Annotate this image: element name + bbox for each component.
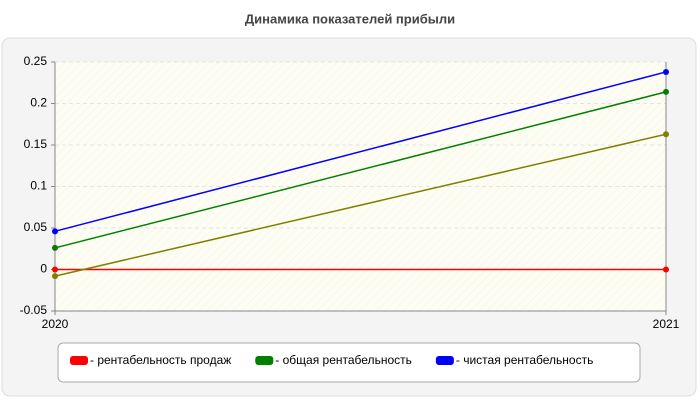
legend-swatch xyxy=(70,356,88,365)
chart-title: Динамика показателей прибыли xyxy=(245,11,455,26)
y-tick-label: 0.15 xyxy=(24,137,48,151)
point xyxy=(52,244,58,251)
legend-label: - чистая рентабельность xyxy=(456,353,593,367)
legend xyxy=(57,342,641,383)
y-tick-label: 0 xyxy=(40,262,47,276)
y-tick-label: 0.2 xyxy=(30,96,47,110)
series-line xyxy=(54,91,667,249)
point xyxy=(52,228,58,235)
series-line xyxy=(54,133,667,277)
legend-label: - общая рентабельность xyxy=(275,353,412,367)
y-tick-label: 0.25 xyxy=(24,54,48,68)
legend-label: - рентабельность продаж xyxy=(90,353,231,367)
point xyxy=(663,131,669,138)
point xyxy=(52,273,58,280)
point xyxy=(663,68,669,75)
point xyxy=(52,266,58,273)
x-tick-label: 2021 xyxy=(653,317,680,331)
point xyxy=(663,266,669,273)
x-tick-label: 2020 xyxy=(42,317,69,331)
legend-swatch xyxy=(435,356,454,365)
legend-swatch xyxy=(255,356,274,365)
point xyxy=(663,88,669,95)
series-line xyxy=(54,71,667,233)
y-tick-label: -0.05 xyxy=(20,303,48,317)
y-tick-label: 0.1 xyxy=(30,179,47,193)
y-tick-label: 0.05 xyxy=(24,220,48,234)
